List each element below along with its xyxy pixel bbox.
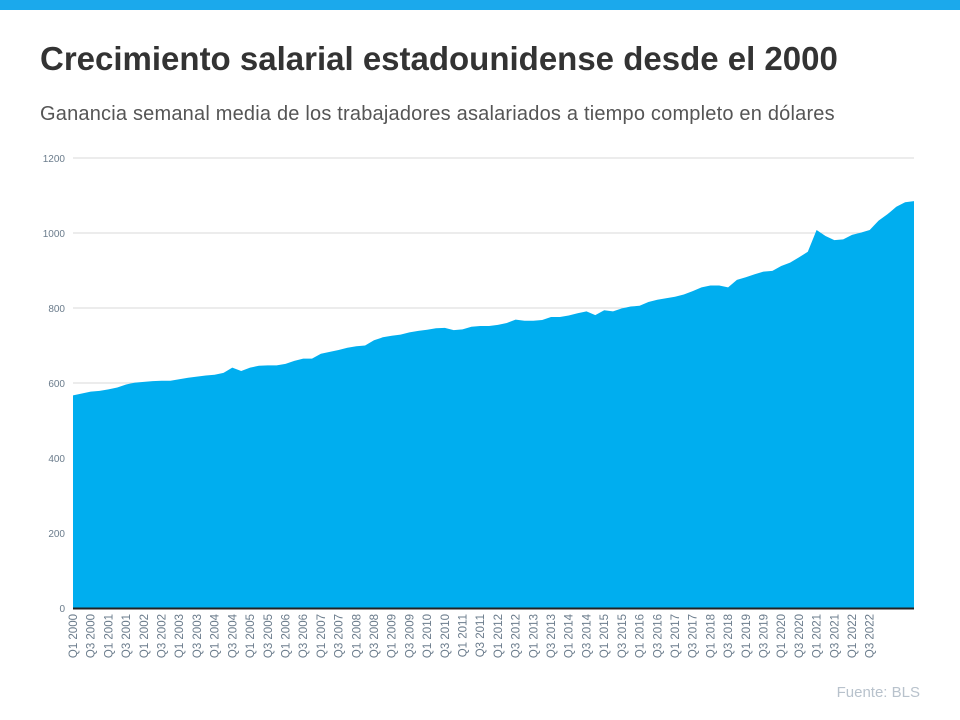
x-tick-label: Q3 2005 <box>263 614 275 658</box>
x-tick-label: Q3 2003 <box>192 614 204 658</box>
x-tick-label: Q1 2017 <box>670 614 682 658</box>
x-tick-label: Q1 2012 <box>493 614 505 658</box>
x-tick-label: Q3 2007 <box>334 614 346 658</box>
x-tick-label: Q1 2018 <box>705 614 717 658</box>
x-tick-label: Q3 2010 <box>440 614 452 658</box>
x-tick-label: Q3 2019 <box>759 614 771 658</box>
page-subtitle: Ganancia semanal media de los trabajador… <box>40 103 835 125</box>
y-tick-label: 200 <box>48 529 65 540</box>
x-tick-label: Q1 2016 <box>635 614 647 658</box>
x-tick-label: Q3 2021 <box>829 614 841 658</box>
x-tick-label: Q3 2022 <box>865 614 877 658</box>
x-tick-label: Q3 2004 <box>227 613 239 658</box>
y-tick-label: 600 <box>48 379 65 390</box>
x-tick-label: Q1 2005 <box>245 614 257 658</box>
page-title: Crecimiento salarial estadounidense desd… <box>40 40 838 77</box>
y-tick-label: 0 <box>59 604 65 615</box>
x-tick-label: Q1 2003 <box>174 614 186 658</box>
x-tick-label: Q3 2011 <box>475 614 487 657</box>
x-tick-label: Q1 2004 <box>210 613 222 658</box>
source-note: Fuente: BLS <box>836 684 920 701</box>
x-tick-label: Q1 2022 <box>847 614 859 658</box>
x-tick-label: Q1 2020 <box>776 614 788 658</box>
x-tick-label: Q1 2021 <box>812 614 824 658</box>
wage-area-series <box>73 201 914 608</box>
x-tick-label: Q1 2013 <box>528 614 540 658</box>
x-tick-label: Q3 2006 <box>298 614 310 658</box>
x-tick-label: Q1 2000 <box>68 614 80 658</box>
x-tick-label: Q1 2010 <box>422 614 434 658</box>
x-tick-label: Q3 2009 <box>404 614 416 658</box>
x-tick-label: Q3 2017 <box>688 614 700 658</box>
x-tick-label: Q3 2002 <box>157 614 169 658</box>
x-tick-label: Q1 2006 <box>280 614 292 658</box>
x-tick-label: Q1 2008 <box>351 614 363 658</box>
x-tick-label: Q3 2012 <box>511 614 523 658</box>
top-accent-bar <box>0 0 960 10</box>
x-tick-label: Q3 2013 <box>546 614 558 658</box>
x-tick-label: Q3 2018 <box>723 614 735 658</box>
x-tick-label: Q3 2016 <box>652 614 664 658</box>
y-tick-label: 400 <box>48 454 65 465</box>
x-tick-label: Q1 2007 <box>316 614 328 658</box>
x-tick-label: Q3 2020 <box>794 614 806 658</box>
x-tick-label: Q1 2015 <box>599 614 611 658</box>
y-tick-label: 1000 <box>43 229 66 240</box>
x-tick-label: Q3 2015 <box>617 614 629 658</box>
y-tick-label: 800 <box>48 304 65 315</box>
x-tick-label: Q3 2008 <box>369 614 381 658</box>
x-tick-label: Q1 2014 <box>564 613 576 658</box>
x-tick-label: Q3 2000 <box>86 614 98 658</box>
x-tick-label: Q1 2001 <box>103 614 115 658</box>
x-tick-label: Q1 2011 <box>458 614 470 657</box>
x-tick-label: Q3 2001 <box>121 614 133 658</box>
x-tick-label: Q3 2014 <box>581 613 593 658</box>
y-tick-label: 1200 <box>43 154 66 165</box>
x-tick-label: Q1 2019 <box>741 614 753 658</box>
x-tick-label: Q1 2009 <box>387 614 399 658</box>
x-tick-label: Q1 2002 <box>139 614 151 658</box>
